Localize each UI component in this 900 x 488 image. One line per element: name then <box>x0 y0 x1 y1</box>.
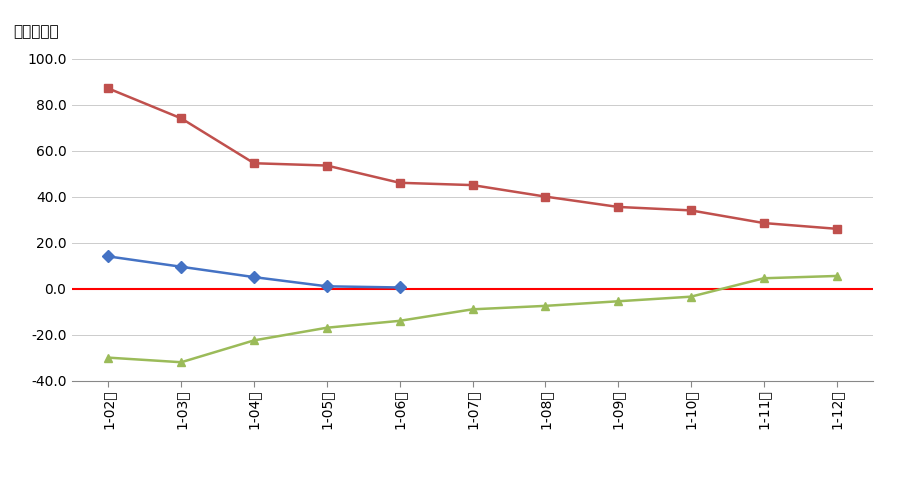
Line: 2021年: 2021年 <box>104 84 841 233</box>
2020年 <box>321 325 332 331</box>
2021年 <box>467 182 478 188</box>
2022年 <box>321 284 332 289</box>
Text: 同比增速％: 同比增速％ <box>14 24 59 39</box>
2020年 <box>540 303 551 309</box>
2020年 <box>103 355 113 361</box>
2021年 <box>832 226 842 232</box>
2021年 <box>176 116 186 122</box>
2022年 <box>176 264 186 270</box>
Line: 2022年: 2022年 <box>104 252 404 292</box>
2021年 <box>759 220 769 226</box>
2020年 <box>613 298 624 304</box>
2020年 <box>686 294 697 300</box>
2021年 <box>394 180 405 186</box>
Line: 2020年: 2020年 <box>104 272 841 366</box>
2022年 <box>103 253 113 259</box>
2020年 <box>248 338 259 344</box>
2020年 <box>832 273 842 279</box>
2021年 <box>321 163 332 168</box>
2021年 <box>613 204 624 210</box>
2022年 <box>394 285 405 290</box>
2021年 <box>540 194 551 200</box>
2020年 <box>176 359 186 365</box>
2020年 <box>467 306 478 312</box>
2021年 <box>248 160 259 166</box>
2020年 <box>394 318 405 324</box>
2021年 <box>103 85 113 91</box>
2020年 <box>759 275 769 281</box>
2022年 <box>248 274 259 280</box>
2021年 <box>686 207 697 213</box>
